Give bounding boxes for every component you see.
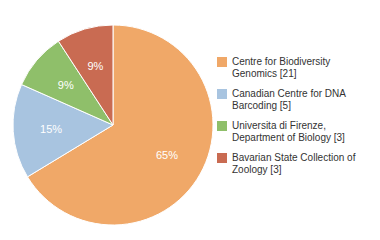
svg-text:65%: 65% [156,149,178,161]
html-text:Genomics [21]: Genomics [21] [232,68,297,79]
html-text:Bavarian State Collection of: Bavarian State Collection of [232,152,356,163]
html-text:Barcoding [5]: Barcoding [5] [232,100,291,111]
html-text:Department of Biology [3]: Department of Biology [3] [232,132,345,143]
html-text:Centre for Biodiversity: Centre for Biodiversity [232,56,331,67]
html-text:Canadian Centre for DNA: Canadian Centre for DNA [232,88,346,99]
svg-text:9%: 9% [58,79,74,91]
html-text:Zoology [3]: Zoology [3] [232,164,282,175]
svg-text:9%: 9% [87,60,103,72]
html-text:Universita di Firenze,: Universita di Firenze, [232,120,326,131]
svg-text:15%: 15% [40,123,62,135]
